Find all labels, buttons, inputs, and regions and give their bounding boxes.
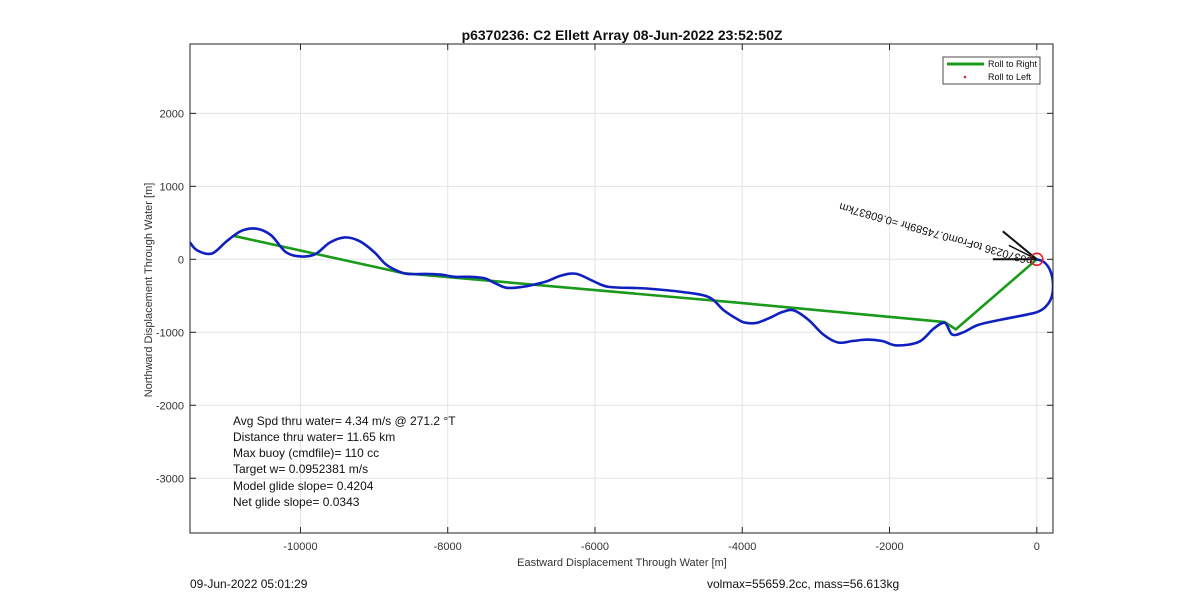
- footer-timestamp: 09-Jun-2022 05:01:29: [190, 577, 308, 591]
- x-tick-label: 0: [1034, 541, 1040, 553]
- x-tick-label: -8000: [434, 541, 462, 553]
- y-tick-labels: -3000 -2000 -1000 0 1000 2000: [156, 108, 184, 485]
- series-track-line: [190, 227, 1053, 347]
- x-tick-label: -4000: [728, 541, 756, 553]
- x-tick-label: -10000: [283, 541, 317, 553]
- stat-target-w: Target w= 0.0952381 m/s: [233, 462, 368, 476]
- y-tick-label: 2000: [160, 108, 184, 120]
- stat-max-buoy: Max buoy (cmdfile)= 110 cc: [233, 446, 379, 460]
- y-tick-label: 0: [178, 254, 184, 266]
- plot-area: [189, 43, 1054, 534]
- y-tick-label: -3000: [156, 473, 184, 485]
- stat-distance: Distance thru water= 11.65 km: [233, 430, 395, 444]
- x-tick-labels: -10000 -8000 -6000 -4000 -2000 0: [283, 541, 1040, 553]
- stat-model-glide: Model glide slope= 0.4204: [233, 479, 374, 493]
- x-axis-label: Eastward Displacement Through Water [m]: [517, 557, 727, 569]
- grid: [190, 44, 1053, 533]
- stat-net-glide: Net glide slope= 0.0343: [233, 495, 360, 509]
- footer-vol-mass: volmax=55659.2cc, mass=56.613kg: [707, 577, 899, 591]
- x-tick-label: -6000: [581, 541, 609, 553]
- plot-frame: [189, 43, 1054, 534]
- legend-label-roll-left: Roll to Left: [988, 72, 1032, 82]
- stat-avg-speed: Avg Spd thru water= 4.34 m/s @ 271.2 °T: [233, 414, 456, 428]
- legend-label-roll-right: Roll to Right: [988, 59, 1038, 69]
- y-tick-label: 1000: [160, 181, 184, 193]
- stats-block: Avg Spd thru water= 4.34 m/s @ 271.2 °T …: [233, 414, 456, 509]
- y-tick-label: -1000: [156, 327, 184, 339]
- legend: Roll to Right Roll to Left: [942, 56, 1041, 85]
- y-tick-label: -2000: [156, 400, 184, 412]
- series-roll-right-line: [233, 234, 1038, 331]
- chart-title: p6370236: C2 Ellett Array 08-Jun-2022 23…: [462, 27, 783, 43]
- origin-circle-marker: [1030, 252, 1044, 267]
- x-tick-label: -2000: [875, 541, 903, 553]
- legend-box: [942, 56, 1041, 85]
- legend-swatch-roll-left: [963, 75, 967, 79]
- y-axis-label: Northward Displacement Through Water [m]: [143, 183, 155, 398]
- origin-marker-line: [1002, 230, 1038, 261]
